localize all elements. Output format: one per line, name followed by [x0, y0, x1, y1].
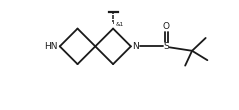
Text: HN: HN: [44, 42, 57, 51]
Text: &1: &1: [116, 22, 124, 27]
Text: S: S: [163, 42, 169, 51]
Text: N: N: [132, 42, 139, 51]
Text: O: O: [163, 22, 170, 31]
